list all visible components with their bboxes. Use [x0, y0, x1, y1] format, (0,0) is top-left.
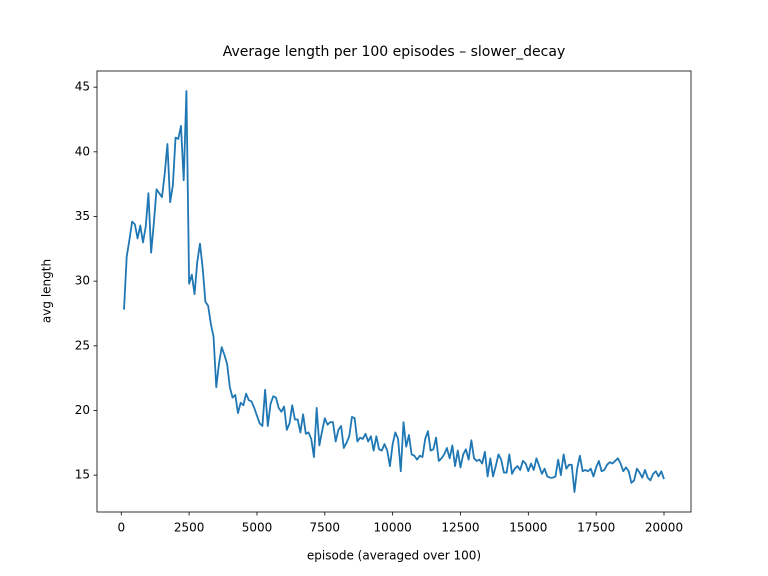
- x-axis-label: episode (averaged over 100): [307, 549, 481, 563]
- y-tick-label: 40: [75, 144, 90, 158]
- x-tick-label: 17500: [577, 521, 615, 535]
- x-tick-label: 15000: [509, 521, 547, 535]
- x-tick-label: 12500: [441, 521, 479, 535]
- y-tick-label: 20: [75, 403, 90, 417]
- x-tick-label: 2500: [174, 521, 205, 535]
- plot-frame: [96, 70, 692, 513]
- chart-title: Average length per 100 episodes – slower…: [223, 44, 565, 60]
- x-tick-label: 0: [117, 521, 125, 535]
- line-series: [123, 90, 665, 493]
- y-tick-label: 15: [75, 468, 90, 482]
- y-axis-label: avg length: [40, 259, 54, 323]
- x-tick-label: 20000: [645, 521, 683, 535]
- y-tick-label: 35: [75, 209, 90, 223]
- x-tick-label: 7500: [310, 521, 341, 535]
- y-tick-label: 25: [75, 338, 90, 352]
- x-tick-label: 5000: [242, 521, 273, 535]
- y-tick-label: 45: [75, 80, 90, 94]
- y-tick-label: 30: [75, 274, 90, 288]
- x-tick-label: 10000: [374, 521, 412, 535]
